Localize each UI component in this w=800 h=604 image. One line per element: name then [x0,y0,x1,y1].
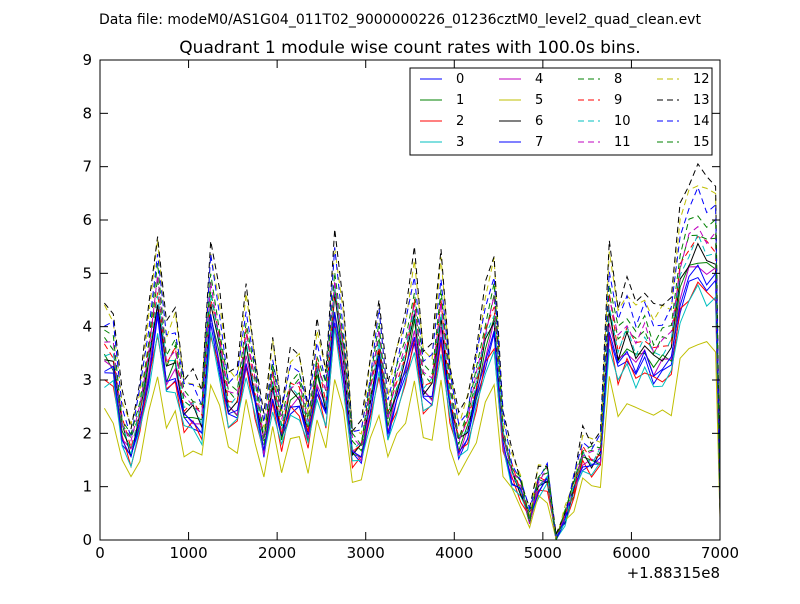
x-tick-label: 6000 [612,544,650,562]
legend-label-2: 2 [456,114,464,129]
legend-box [409,67,713,156]
legend-label-3: 3 [456,135,464,150]
legend-label-12: 12 [693,72,710,87]
legend-label-8: 8 [614,72,622,87]
y-tick-label: 1 [82,478,92,496]
x-offset-label: +1.88315e8 [627,564,720,582]
y-tick-label: 5 [82,264,92,282]
series-line-15 [104,215,720,540]
legend-label-9: 9 [614,93,622,108]
legend-label-6: 6 [535,114,543,129]
x-tick-label: 4000 [435,544,473,562]
legend-label-0: 0 [456,72,464,87]
legend-label-10: 10 [614,114,631,129]
series-lines [103,162,720,540]
legend-label-14: 14 [693,114,710,129]
plot-area [103,162,720,540]
legend-label-5: 5 [535,93,543,108]
chart-title: Quadrant 1 module wise count rates with … [179,38,640,58]
axes: 0 1000 2000 3000 4000 5000 6000 7000 +1.88315e8 0… [82,51,739,582]
y-tick-label: 3 [82,371,92,389]
x-tick-label: 5000 [524,544,562,562]
legend-label-1: 1 [456,93,464,108]
series-line-5 [103,341,720,540]
series-line-11 [104,225,720,540]
y-tick-label: 2 [82,424,92,442]
legend-label-15: 15 [693,135,710,150]
legend-label-7: 7 [535,135,543,150]
datafile-label: Data file: modeM0/AS1G04_011T02_90000002… [99,12,701,28]
series-line-3 [104,283,720,540]
x-tick-label: 7000 [701,544,739,562]
legend-label-13: 13 [693,93,710,108]
y-tick-label: 0 [82,531,92,549]
legend-label-4: 4 [535,72,543,87]
x-tick-label: 0 [95,544,105,562]
series-line-10 [104,232,720,537]
y-tick-label: 9 [82,51,92,69]
legend-label-11: 11 [614,135,631,150]
x-tick-label: 3000 [347,544,385,562]
x-tick-label: 2000 [258,544,296,562]
x-tick-label: 1000 [169,544,207,562]
y-tick-label: 7 [82,158,92,176]
y-tick-label: 4 [82,318,92,336]
axes-frame [99,59,721,541]
y-tick-label: 8 [82,104,92,122]
y-tick-label: 6 [82,211,92,229]
series-line-7 [104,264,720,540]
